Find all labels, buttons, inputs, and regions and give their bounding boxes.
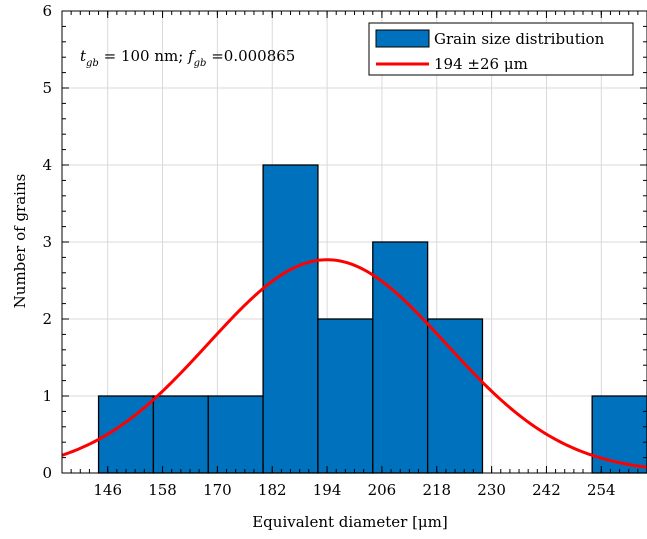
histogram-bar [207,395,264,474]
legend-label-fit: 194 ±26 μm [434,55,528,73]
y-tick-label: 0 [42,464,52,482]
x-tick-label: 194 [313,481,342,499]
x-tick-label: 254 [587,481,616,499]
normal-fit-curve [61,258,647,469]
x-axis-label: Equivalent diameter [μm] [252,513,448,531]
x-tick-label: 182 [258,481,287,499]
x-tick-label: 206 [368,481,397,499]
y-tick-label: 4 [42,156,52,174]
histogram-bar [317,318,374,474]
x-tick-label: 158 [148,481,177,499]
legend: Grain size distribution 194 ±26 μm [368,22,634,76]
legend-swatch-histogram [375,29,430,48]
histogram-bar [152,395,209,474]
tick-labels: 146 158 170 182 194 206 218 230 242 254 0 1 2 3 4 5 6 [42,2,615,499]
histogram-bar [372,241,429,474]
annotation-text: tgb = 100 nm; fgb =0.000865 [80,47,295,69]
x-tick-label: 146 [93,481,122,499]
x-tick-label: 242 [532,481,561,499]
fit-curve-layer [61,258,647,469]
y-axis-label: Number of grains [11,174,29,309]
y-tick-label: 5 [42,79,52,97]
legend-label-histogram: Grain size distribution [434,30,605,48]
x-tick-label: 218 [422,481,451,499]
histogram-bar [426,318,484,474]
histogram-bar [262,164,319,474]
x-tick-label: 230 [477,481,506,499]
legend-box [368,22,634,76]
y-tick-label: 1 [42,387,52,405]
x-tick-label: 170 [203,481,232,499]
y-tick-label: 3 [42,233,52,251]
axes [61,10,647,474]
y-tick-label: 2 [42,310,52,328]
y-tick-label: 6 [42,2,52,20]
histogram-bar [591,395,647,474]
